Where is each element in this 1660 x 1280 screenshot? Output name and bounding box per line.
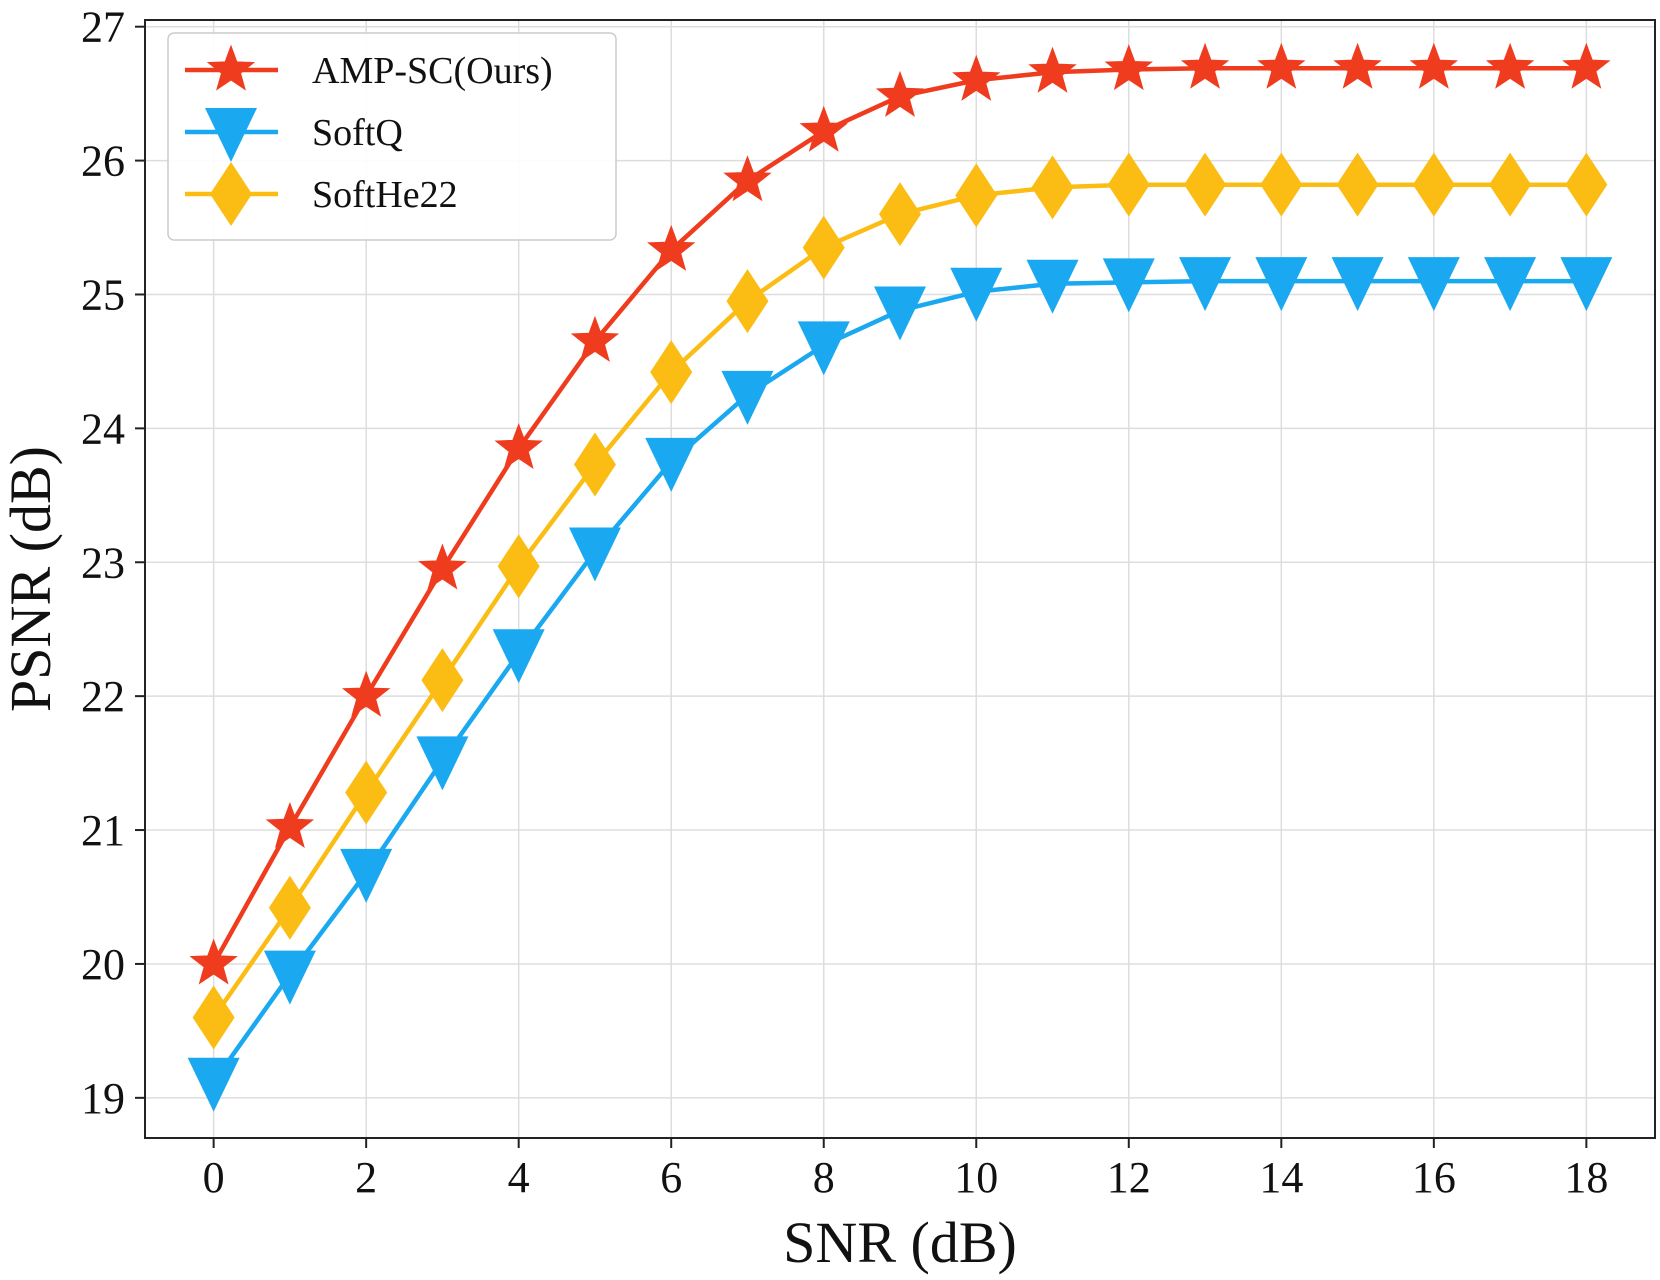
data-point-softq — [1331, 257, 1384, 312]
series-softq — [187, 257, 1613, 1112]
data-point-softhe22 — [1412, 152, 1455, 217]
x-tick-label: 6 — [660, 1153, 682, 1202]
data-point-softq — [263, 950, 316, 1005]
data-point-softq — [1179, 257, 1232, 312]
legend-marker-amp-sc-ours — [206, 44, 256, 91]
legend-label-amp-sc-ours: AMP-SC(Ours) — [312, 50, 553, 92]
series-softhe22 — [192, 152, 1608, 1050]
data-point-softhe22 — [802, 215, 845, 280]
y-tick-label: 22 — [81, 672, 125, 721]
data-point-softq — [1026, 259, 1079, 314]
data-point-amp-sc-ours — [875, 70, 925, 117]
data-point-amp-sc-ours — [265, 801, 315, 848]
data-point-softhe22 — [573, 432, 616, 497]
data-point-softhe22 — [497, 534, 540, 599]
data-point-amp-sc-ours — [1028, 46, 1077, 93]
data-point-softhe22 — [1031, 155, 1074, 220]
x-axis-title: SNR (dB) — [783, 1210, 1017, 1275]
y-tick-label: 26 — [81, 137, 125, 186]
legend-label-softq: SoftQ — [312, 112, 403, 154]
data-point-softq — [645, 437, 698, 492]
y-tick-label: 19 — [81, 1074, 125, 1123]
data-point-softhe22 — [879, 182, 921, 247]
data-point-softhe22 — [726, 269, 769, 334]
data-point-softq — [874, 286, 926, 341]
data-point-amp-sc-ours — [1409, 42, 1459, 89]
y-tick-label: 25 — [81, 270, 125, 319]
data-point-softhe22 — [1107, 152, 1150, 217]
data-point-amp-sc-ours — [418, 543, 467, 590]
data-point-softq — [1102, 258, 1155, 313]
data-point-amp-sc-ours — [723, 155, 772, 202]
x-tick-label: 2 — [355, 1153, 377, 1202]
x-tick-label: 0 — [203, 1153, 225, 1202]
data-point-amp-sc-ours — [1485, 42, 1535, 89]
data-point-softhe22 — [421, 648, 464, 713]
series-line-softq — [211, 278, 1587, 1084]
data-point-softhe22 — [192, 985, 235, 1050]
legend-label-softhe22: SoftHe22 — [312, 174, 458, 216]
data-point-softq — [797, 321, 850, 376]
data-point-softhe22 — [1260, 152, 1303, 217]
x-tick-label: 18 — [1564, 1153, 1608, 1202]
data-point-softq — [950, 267, 1003, 322]
data-point-softhe22 — [1565, 152, 1608, 217]
data-point-amp-sc-ours — [952, 54, 1001, 101]
data-point-softhe22 — [955, 163, 998, 228]
y-tick-label: 24 — [81, 404, 125, 453]
y-tick-label: 23 — [81, 538, 125, 587]
x-tick-label: 12 — [1107, 1153, 1151, 1202]
legend: AMP-SC(Ours) SoftQ SoftHe22 — [167, 32, 617, 241]
data-point-softhe22 — [268, 875, 311, 940]
data-point-amp-sc-ours — [647, 224, 696, 271]
data-point-amp-sc-ours — [799, 105, 848, 152]
data-point-amp-sc-ours — [1257, 42, 1306, 89]
data-point-softhe22 — [1184, 152, 1227, 217]
x-tick-label: 8 — [813, 1153, 835, 1202]
data-point-amp-sc-ours — [494, 423, 543, 470]
data-point-amp-sc-ours — [341, 670, 391, 717]
data-point-softq — [1255, 257, 1308, 312]
x-tick-label: 16 — [1412, 1153, 1456, 1202]
x-tick-label: 14 — [1259, 1153, 1303, 1202]
data-point-amp-sc-ours — [189, 938, 238, 985]
y-tick-label: 21 — [81, 806, 125, 855]
data-point-amp-sc-ours — [1562, 42, 1611, 89]
data-point-softq — [1407, 257, 1460, 312]
data-point-softq — [721, 370, 774, 425]
data-point-softq — [416, 736, 469, 791]
x-tick-label: 4 — [508, 1153, 530, 1202]
data-point-softhe22 — [345, 760, 388, 825]
series-amp-sc-ours — [189, 42, 1611, 985]
data-point-softhe22 — [650, 340, 693, 405]
legend-marker-softq — [205, 108, 257, 162]
data-point-softhe22 — [1336, 152, 1379, 217]
data-point-amp-sc-ours — [570, 315, 620, 362]
data-point-softq — [1484, 257, 1537, 312]
y-tick-label: 20 — [81, 940, 125, 989]
data-point-softq — [492, 629, 545, 684]
data-point-softq — [340, 848, 393, 903]
data-point-softq — [568, 527, 621, 582]
y-axis-title: PSNR (dB) — [0, 446, 63, 712]
data-point-softq — [1560, 257, 1613, 312]
data-point-amp-sc-ours — [1104, 44, 1153, 91]
plot-frame — [144, 19, 1656, 1139]
data-point-amp-sc-ours — [1180, 42, 1230, 89]
x-tick-label: 10 — [954, 1153, 998, 1202]
data-point-amp-sc-ours — [1333, 42, 1382, 89]
data-point-softq — [187, 1057, 240, 1112]
legend-frame — [167, 32, 617, 241]
series-layer — [187, 42, 1613, 1112]
y-tick-label: 27 — [81, 3, 125, 52]
data-point-softhe22 — [1489, 152, 1532, 217]
legend-marker-softhe22 — [210, 162, 252, 226]
